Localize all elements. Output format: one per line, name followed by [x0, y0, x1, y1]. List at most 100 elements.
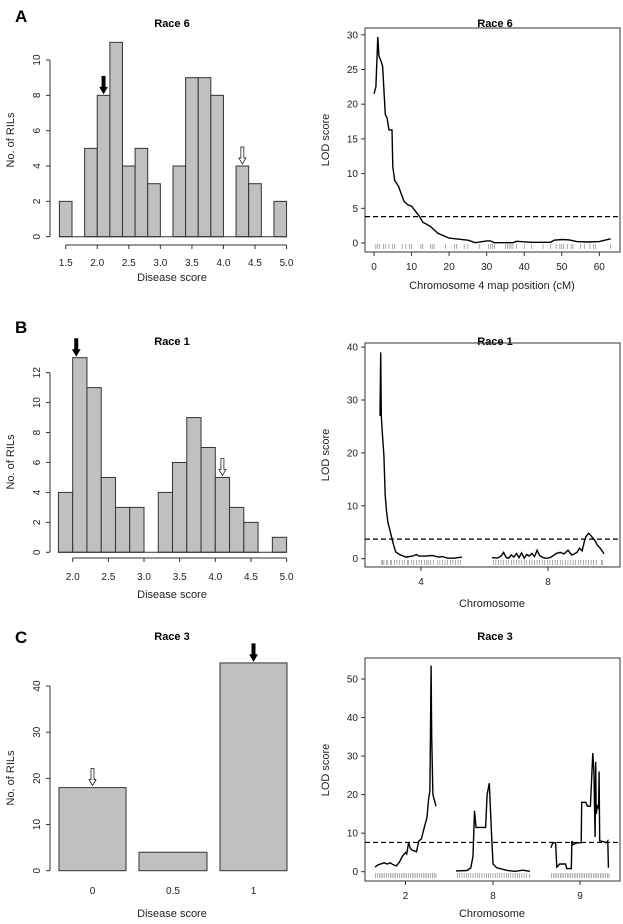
bar	[58, 787, 127, 872]
x-axis-label: Chromosome	[459, 908, 525, 920]
x-tick-label: 2	[403, 891, 409, 902]
panel-label: B	[15, 318, 27, 337]
x-tick-label: 2.5	[101, 572, 115, 583]
lod-curve-chr2	[374, 665, 437, 868]
y-axis-label: No. of RILs	[5, 112, 17, 168]
histogram-bar	[96, 94, 111, 238]
histogram-bar	[147, 183, 161, 238]
x-tick-label: 3.5	[173, 572, 187, 583]
y-tick-label: 0	[32, 549, 43, 555]
y-tick-label: 6	[32, 459, 43, 465]
chart-title: Race 3	[477, 631, 512, 643]
lod-curve-chr4	[373, 36, 611, 244]
histogram-bar	[271, 536, 288, 553]
arrow-open-icon-shape	[238, 146, 247, 165]
histogram-bar	[121, 165, 136, 238]
chart-title: Race 3	[154, 631, 189, 643]
y-tick-label: 30	[32, 726, 43, 738]
y-tick-label: 10	[347, 169, 359, 180]
y-tick-label: 6	[32, 127, 43, 133]
x-tick-label: 5.0	[280, 258, 294, 269]
y-tick-label: 8	[32, 92, 43, 98]
y-tick-label: 12	[32, 367, 43, 379]
arrow-filled-icon-shape	[71, 338, 81, 357]
arrow-filled-icon	[99, 75, 108, 95]
histogram-bar	[100, 476, 116, 553]
y-tick-label: 0	[352, 554, 358, 565]
x-tick-label: 4.0	[208, 572, 222, 583]
y-tick-label: 0	[352, 239, 358, 250]
plot-frame	[364, 27, 621, 253]
y-tick-label: 40	[347, 713, 359, 724]
x-tick-label: 10	[406, 262, 418, 273]
y-tick-label: 20	[347, 100, 359, 111]
y-tick-label: 30	[347, 396, 359, 407]
x-axis-label: Disease score	[137, 272, 207, 284]
x-tick-label: 4.5	[248, 258, 262, 269]
arrow-filled-icon-shape	[99, 75, 108, 95]
y-tick-label: 10	[32, 397, 43, 409]
histogram-bar	[114, 506, 131, 553]
x-tick-label: 8	[490, 891, 496, 902]
x-tick-label: 3.0	[153, 258, 167, 269]
y-tick-label: 25	[347, 65, 359, 76]
bar	[138, 851, 208, 872]
histogram-bar	[157, 491, 174, 553]
histogram-bar	[248, 183, 262, 238]
y-tick-label: 10	[347, 829, 359, 840]
x-tick-label: 50	[556, 262, 568, 273]
histogram-bar	[172, 165, 187, 238]
histogram-bar	[58, 200, 73, 238]
y-tick-label: 30	[347, 752, 359, 763]
x-tick-label: 8	[545, 577, 551, 588]
panel-label: C	[15, 628, 27, 647]
y-tick-label: 4	[32, 163, 43, 169]
histogram-bar	[243, 521, 259, 553]
histogram-bar	[129, 506, 145, 553]
arrow-open-icon	[88, 768, 97, 787]
chart-title: Race 6	[154, 18, 189, 30]
y-axis-label: LOD score	[320, 744, 332, 797]
x-tick-label: 30	[481, 262, 493, 273]
y-tick-label: 15	[347, 134, 359, 145]
histogram-bar	[72, 357, 88, 553]
arrow-filled-icon	[71, 338, 81, 357]
x-tick-label: 2.0	[66, 572, 80, 583]
y-tick-label: 2	[32, 198, 43, 204]
y-tick-label: 20	[347, 448, 359, 459]
y-tick-label: 20	[32, 772, 43, 784]
histogram-bar	[210, 94, 224, 238]
panel-label: A	[15, 7, 27, 26]
y-tick-label: 5	[352, 204, 358, 215]
histogram-bar	[57, 491, 74, 553]
chart-title: Race 6	[477, 18, 512, 30]
x-tick-label: 9	[577, 891, 583, 902]
arrow-filled-icon	[249, 643, 258, 662]
arrow-open-icon-shape	[218, 458, 227, 477]
y-tick-label: 10	[347, 501, 359, 512]
x-tick-label: 3.0	[137, 572, 151, 583]
x-tick-label: 60	[594, 262, 606, 273]
x-tick-label: 1	[251, 886, 257, 897]
chart-title: Race 1	[154, 336, 189, 348]
x-tick-label: 40	[519, 262, 531, 273]
x-tick-label: 20	[444, 262, 456, 273]
x-tick-label: 2.5	[122, 258, 136, 269]
y-tick-label: 2	[32, 519, 43, 525]
y-tick-label: 10	[32, 819, 43, 831]
lod-curve-chr4	[379, 352, 463, 559]
plot-frame	[364, 342, 621, 568]
histogram-bar	[214, 476, 231, 553]
x-tick-label: 5.0	[280, 572, 294, 583]
histogram-bar	[273, 200, 288, 238]
y-tick-label: 4	[32, 489, 43, 495]
histogram-bar	[229, 506, 245, 553]
y-tick-label: 40	[32, 680, 43, 692]
y-tick-label: 20	[347, 790, 359, 801]
arrow-open-icon-shape	[88, 768, 97, 787]
y-tick-label: 40	[347, 343, 359, 354]
x-axis-label: Chromosome 4 map position (cM)	[409, 280, 575, 292]
histogram-bar	[86, 387, 102, 553]
y-axis-label: LOD score	[320, 429, 332, 482]
